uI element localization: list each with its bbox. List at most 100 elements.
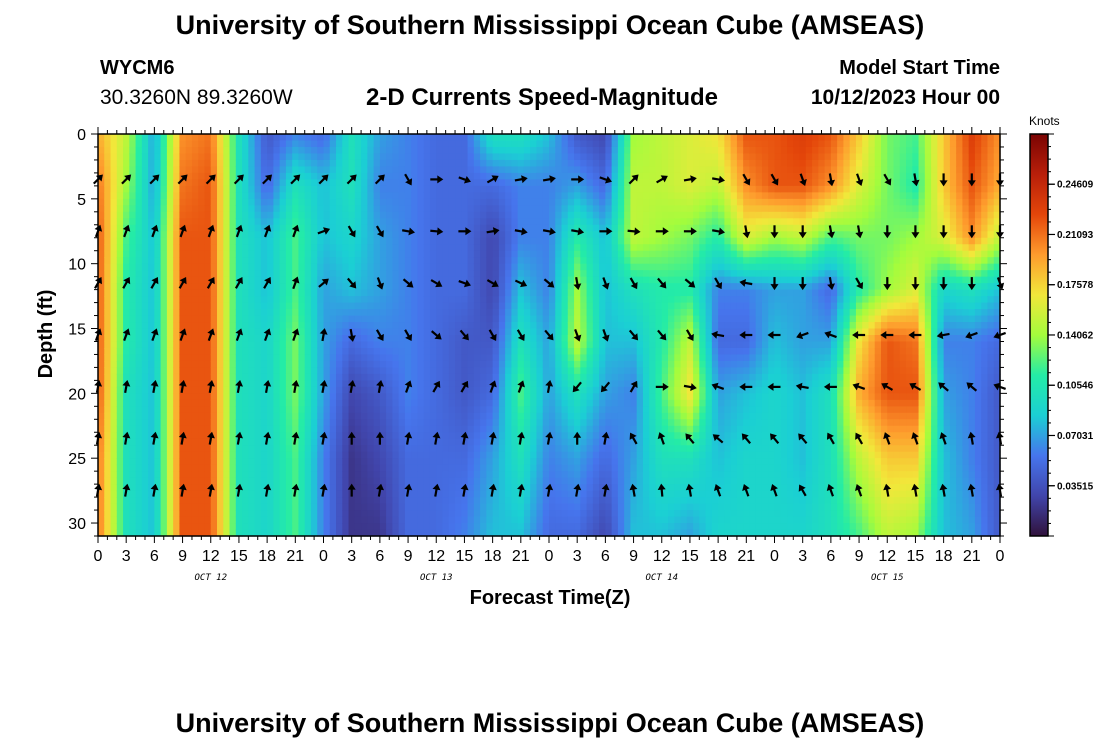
heatmap-cell	[254, 516, 262, 524]
heatmap-cell	[367, 322, 375, 330]
heatmap-cell	[185, 419, 193, 427]
heatmap-cell	[367, 406, 375, 414]
heatmap-cell	[392, 419, 400, 427]
heatmap-cell	[304, 497, 312, 505]
heatmap-cell	[498, 477, 506, 485]
heatmap-cell	[235, 464, 243, 472]
heatmap-cell	[160, 406, 168, 414]
heatmap-cell	[310, 153, 318, 161]
heatmap-cell	[248, 347, 256, 356]
heatmap-cell	[411, 510, 419, 518]
heatmap-cell	[473, 438, 481, 446]
heatmap-cell	[260, 523, 268, 531]
heatmap-cell	[530, 497, 538, 505]
heatmap-cell	[336, 503, 343, 511]
heatmap-cell	[586, 263, 594, 271]
heatmap-cell	[448, 412, 456, 420]
heatmap-cell	[98, 510, 105, 518]
heatmap-cell	[486, 477, 494, 485]
heatmap-cell	[542, 523, 550, 531]
heatmap-cell	[592, 406, 600, 414]
heatmap-cell	[123, 341, 130, 349]
heatmap-cell	[285, 166, 293, 174]
heatmap-cell	[292, 523, 300, 531]
heatmap-cell	[110, 425, 118, 433]
heatmap-cell	[110, 503, 118, 511]
heatmap-cell	[336, 140, 343, 148]
heatmap-cell	[392, 146, 400, 155]
heatmap-cell	[379, 166, 387, 174]
heatmap-cell	[98, 464, 105, 472]
heatmap-cell	[592, 477, 600, 485]
heatmap-cell	[229, 185, 237, 193]
heatmap-cell	[367, 484, 375, 492]
heatmap-cell	[373, 172, 381, 180]
heatmap-cell	[523, 192, 531, 200]
heatmap-cell	[592, 341, 600, 349]
heatmap-cell	[492, 406, 500, 414]
heatmap-cell	[191, 335, 199, 343]
heatmap-cell	[523, 497, 531, 505]
heatmap-cell	[448, 510, 456, 518]
heatmap-cell	[423, 283, 431, 291]
heatmap-cell	[235, 250, 243, 258]
heatmap-cell	[404, 322, 412, 330]
heatmap-cell	[386, 497, 393, 505]
heatmap-cell	[567, 354, 575, 362]
heatmap-cell	[398, 477, 406, 485]
heatmap-cell	[210, 341, 218, 349]
heatmap-cell	[542, 283, 550, 291]
heatmap-cell	[323, 250, 331, 258]
heatmap-cell	[260, 335, 268, 343]
heatmap-cell	[530, 503, 538, 511]
heatmap-cell	[436, 373, 444, 381]
heatmap-cell	[242, 244, 249, 252]
heatmap-cell	[285, 438, 293, 446]
heatmap-cell	[336, 510, 343, 518]
heatmap-cell	[260, 205, 268, 213]
heatmap-cell	[267, 497, 274, 505]
heatmap-cell	[135, 283, 143, 291]
heatmap-cell	[298, 159, 306, 168]
heatmap-cell	[166, 270, 174, 278]
heatmap-cell	[404, 146, 412, 155]
heatmap-cell	[455, 315, 462, 323]
heatmap-cell	[386, 445, 393, 453]
heatmap-cell	[160, 445, 168, 453]
heatmap-cell	[436, 224, 444, 232]
heatmap-cell	[542, 192, 550, 200]
heatmap-cell	[204, 497, 212, 505]
heatmap-cell	[160, 523, 168, 531]
heatmap-cell	[511, 335, 519, 343]
heatmap-cell	[285, 464, 293, 472]
page-title: University of Southern Mississippi Ocean…	[175, 10, 925, 40]
heatmap-cell	[511, 159, 519, 168]
heatmap-cell	[173, 490, 181, 498]
heatmap-cell	[436, 302, 444, 310]
heatmap-cell	[116, 302, 124, 310]
heatmap-cell	[467, 335, 475, 343]
heatmap-cell	[198, 373, 206, 381]
heatmap-cell	[204, 523, 212, 531]
heatmap-cell	[549, 432, 556, 440]
heatmap-cell	[135, 211, 143, 219]
heatmap-cell	[329, 484, 337, 492]
heatmap-cell	[210, 419, 218, 427]
heatmap-cell	[254, 367, 262, 375]
heatmap-cell	[417, 172, 425, 180]
heatmap-cell	[448, 257, 456, 265]
heatmap-cell	[104, 211, 112, 219]
heatmap-cell	[104, 159, 112, 168]
heatmap-cell	[386, 302, 393, 310]
heatmap-cell	[185, 146, 193, 155]
heatmap-cell	[505, 419, 513, 427]
heatmap-cell	[298, 445, 306, 453]
heatmap-cell	[386, 244, 393, 252]
heatmap-cell	[480, 192, 487, 200]
heatmap-cell	[379, 211, 387, 219]
heatmap-cell	[480, 458, 487, 466]
heatmap-cell	[361, 373, 368, 381]
heatmap-cell	[179, 497, 187, 505]
heatmap-cell	[292, 159, 300, 168]
heatmap-cell	[536, 322, 544, 330]
